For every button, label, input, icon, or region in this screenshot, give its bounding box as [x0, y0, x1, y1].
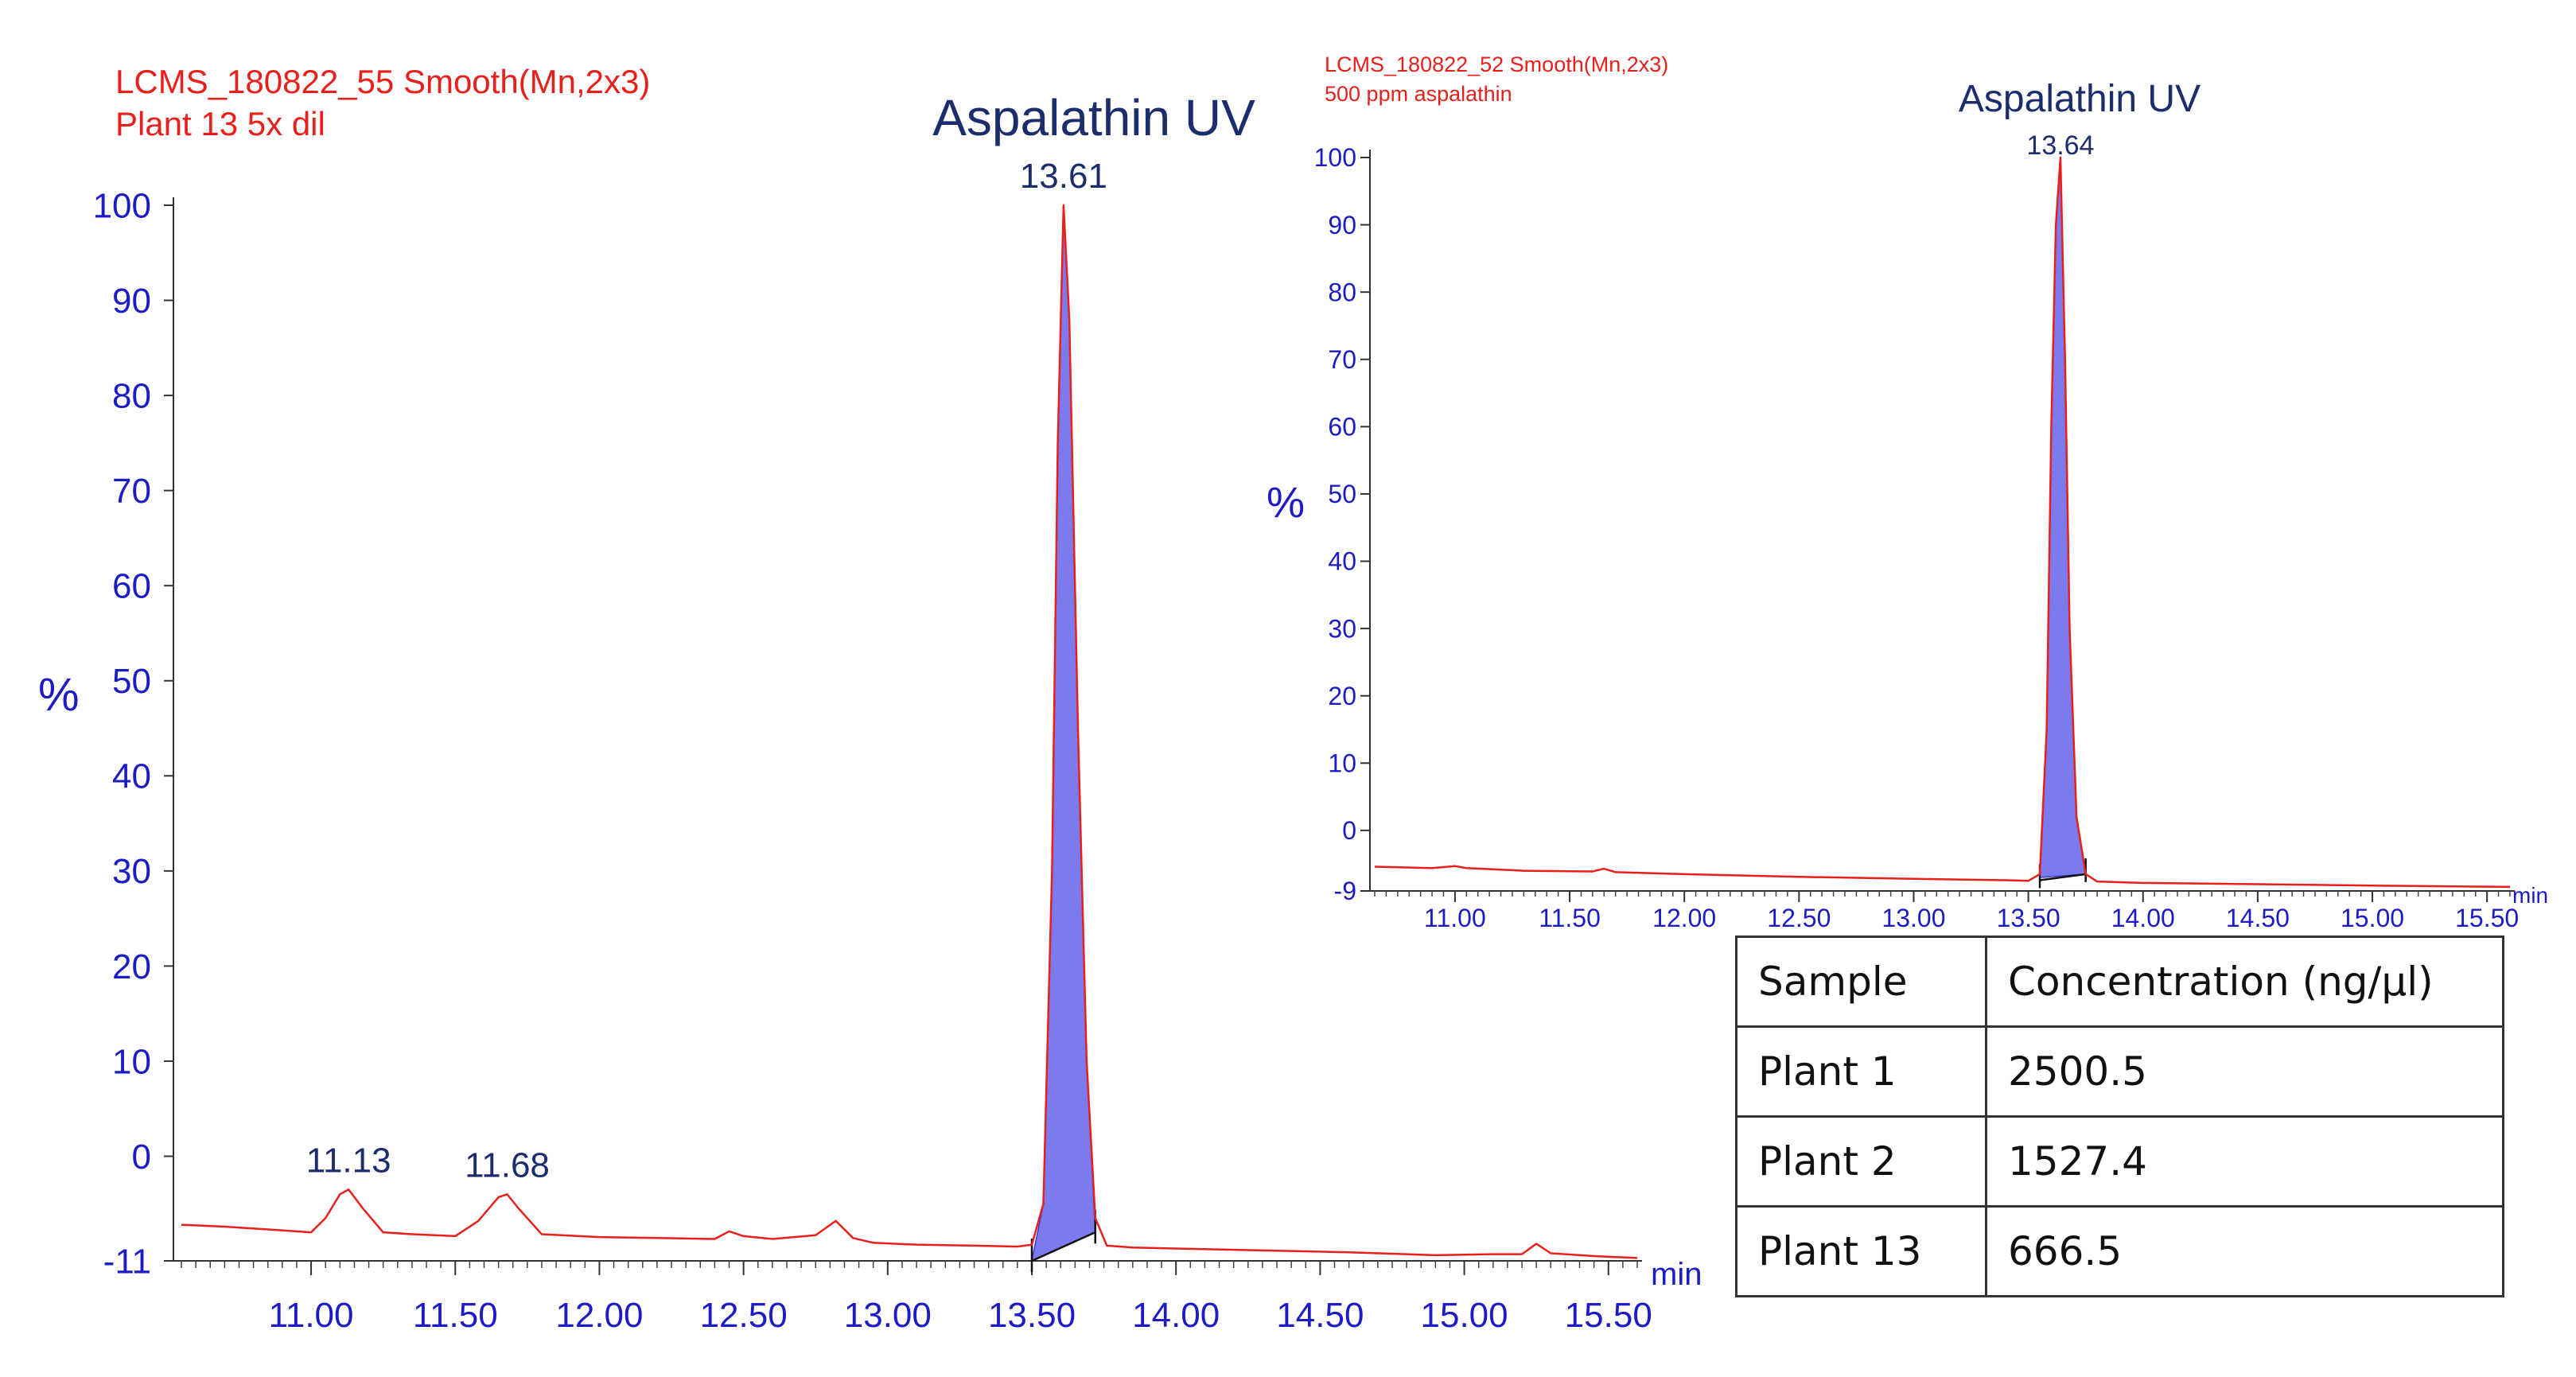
table-header-cell: Sample — [1735, 936, 1987, 1028]
y-tick-label: 90 — [112, 282, 151, 321]
y-tick-label: 30 — [1328, 614, 1356, 643]
y-tick-label: 20 — [1328, 682, 1356, 710]
y-tick-label: 90 — [1328, 211, 1356, 239]
x-tick-label: 14.00 — [1132, 1296, 1220, 1335]
x-tick-label: 13.00 — [1881, 904, 1945, 932]
x-tick-label: 13.50 — [988, 1296, 1076, 1335]
x-tick-label: 14.00 — [2111, 904, 2175, 932]
integration-baseline — [2039, 873, 2086, 881]
chart-title: Aspalathin UV — [1959, 78, 2200, 120]
y-tick-label: 30 — [112, 852, 151, 891]
y-tick-label: 70 — [112, 472, 151, 511]
chart-subtitle: Plant 13 5x dil — [115, 105, 325, 142]
table-header-cell: Concentration (ng/µl) — [1985, 936, 2504, 1028]
chart-subtitle: LCMS_180822_55 Smooth(Mn,2x3) — [115, 63, 650, 100]
y-tick-label: 60 — [112, 567, 151, 606]
x-tick-label: 11.50 — [1539, 904, 1601, 932]
x-tick-label: 12.50 — [1767, 904, 1831, 932]
y-tick-label: -9 — [1334, 877, 1356, 905]
x-tick-label: 15.00 — [2341, 904, 2404, 932]
y-tick-label: 0 — [132, 1138, 151, 1177]
integration-baseline — [1031, 1231, 1096, 1262]
x-tick-label: 14.50 — [2226, 904, 2290, 932]
x-tick-label: 12.50 — [700, 1296, 788, 1335]
chart-subtitle: 500 ppm aspalathin — [1325, 82, 1512, 106]
peak-label: 11.68 — [465, 1146, 550, 1184]
table-row: Plant 13 666.5 — [1735, 1205, 2504, 1297]
table-cell: Plant 2 — [1735, 1115, 1987, 1208]
table-cell: 666.5 — [1985, 1205, 2504, 1297]
x-tick-label: 13.00 — [844, 1296, 932, 1335]
chart-subtitle: LCMS_180822_52 Smooth(Mn,2x3) — [1325, 53, 1668, 76]
x-tick-label: 15.50 — [1565, 1296, 1652, 1335]
x-axis-label: min — [2512, 883, 2548, 908]
y-tick-label: 80 — [1328, 278, 1356, 306]
y-tick-label: -11 — [103, 1242, 151, 1281]
y-tick-label: 10 — [1328, 749, 1356, 777]
x-tick-label: 11.50 — [413, 1296, 498, 1335]
concentration-table: Sample Concentration (ng/µl) Plant 1 250… — [1735, 936, 2504, 1297]
x-tick-label: 12.00 — [1652, 904, 1716, 932]
y-tick-label: 20 — [112, 947, 151, 986]
x-tick-label: 13.50 — [1997, 904, 2060, 932]
y-axis-label: % — [1267, 479, 1305, 527]
y-tick-label: 100 — [93, 186, 151, 225]
table-row: Plant 1 2500.5 — [1735, 1025, 2504, 1118]
integrated-peak-area — [1030, 204, 1096, 1262]
x-tick-label: 12.00 — [555, 1296, 643, 1335]
table-cell: Plant 13 — [1735, 1205, 1987, 1297]
y-tick-label: 40 — [112, 757, 151, 796]
peak-label: 11.13 — [306, 1141, 391, 1180]
chart-title: Aspalathin UV — [932, 89, 1255, 146]
table-header-row: Sample Concentration (ng/µl) — [1735, 936, 2504, 1028]
table-row: Plant 2 1527.4 — [1735, 1115, 2504, 1208]
x-tick-label: 11.00 — [1424, 904, 1486, 932]
peak-label: 13.61 — [1020, 157, 1107, 196]
table-cell: Plant 1 — [1735, 1025, 1987, 1118]
y-tick-label: 40 — [1328, 547, 1356, 576]
peak-label: 13.64 — [2026, 130, 2094, 161]
table-cell: 1527.4 — [1985, 1115, 2504, 1208]
y-tick-label: 50 — [112, 662, 151, 701]
y-tick-label: 0 — [1342, 816, 1356, 845]
y-tick-label: 100 — [1314, 143, 1356, 172]
y-tick-label: 60 — [1328, 413, 1356, 441]
x-tick-label: 15.00 — [1421, 1296, 1508, 1335]
y-axis-label: % — [38, 669, 80, 721]
x-tick-label: 11.00 — [269, 1296, 354, 1335]
x-tick-label: 15.50 — [2455, 904, 2519, 932]
y-tick-label: 10 — [112, 1042, 151, 1081]
x-axis-label: min — [1651, 1257, 1702, 1292]
y-tick-label: 70 — [1328, 345, 1356, 374]
uv-trace-line — [1374, 156, 2511, 889]
x-tick-label: 14.50 — [1276, 1296, 1364, 1335]
y-tick-label: 80 — [112, 376, 151, 415]
table-cell: 2500.5 — [1985, 1025, 2504, 1118]
y-tick-label: 50 — [1328, 480, 1356, 508]
uv-trace-line — [181, 204, 1638, 1259]
